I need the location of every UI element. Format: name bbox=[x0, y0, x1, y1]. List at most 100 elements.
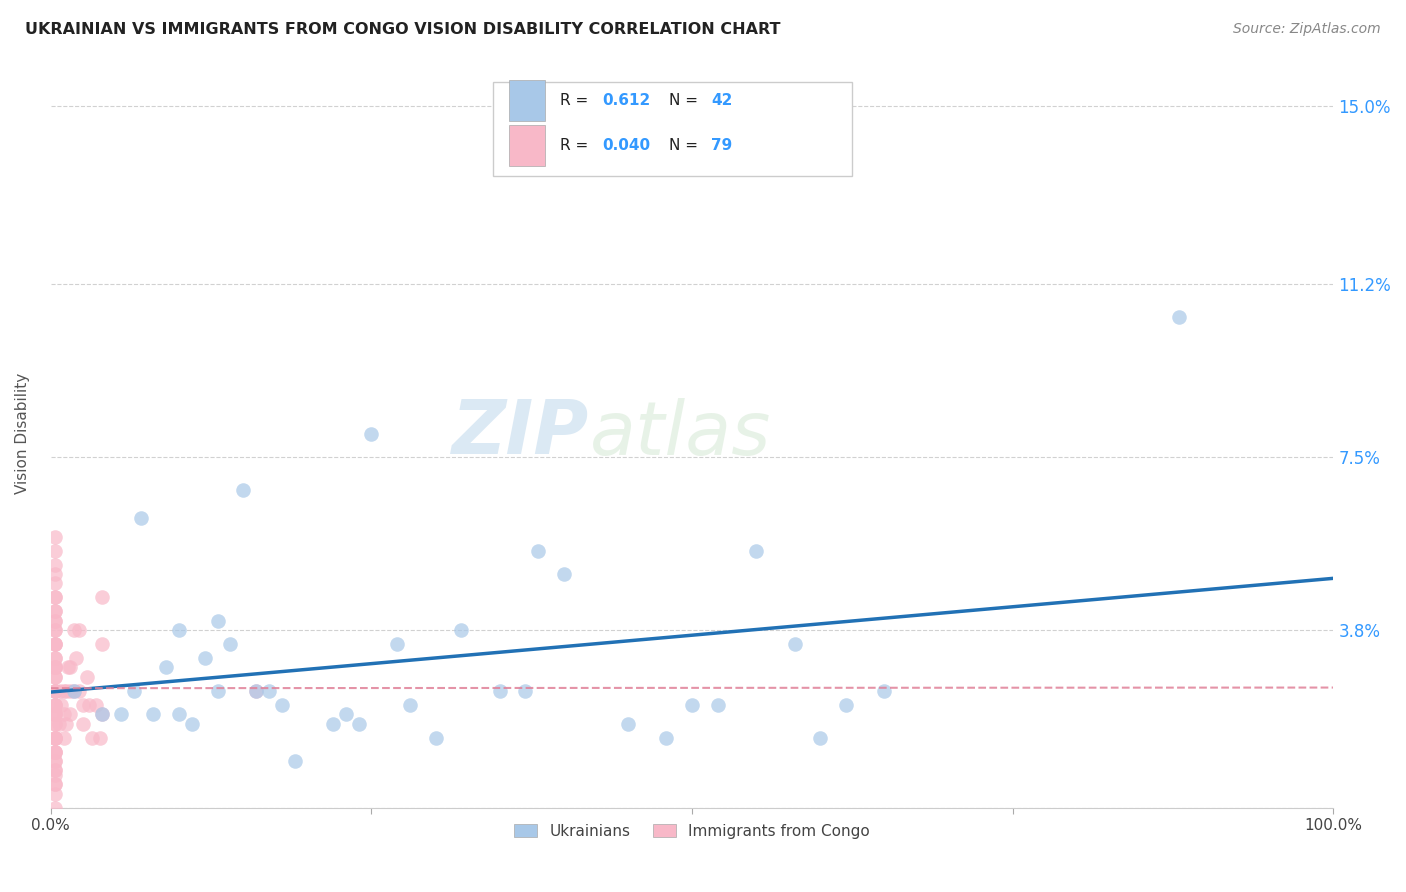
Point bbox=[44, 604, 66, 618]
Point bbox=[553, 566, 575, 581]
Point bbox=[44, 614, 66, 628]
Point bbox=[44, 764, 66, 778]
Point bbox=[52, 731, 75, 745]
Point bbox=[44, 707, 66, 722]
Point bbox=[44, 576, 66, 591]
Point bbox=[52, 683, 75, 698]
Point bbox=[180, 716, 202, 731]
Point bbox=[44, 716, 66, 731]
Point bbox=[655, 731, 678, 745]
Point bbox=[873, 683, 896, 698]
Point bbox=[44, 698, 66, 712]
Point bbox=[245, 683, 267, 698]
Point bbox=[207, 683, 229, 698]
Point bbox=[44, 801, 66, 815]
Point bbox=[44, 754, 66, 768]
Point bbox=[425, 731, 447, 745]
Text: ZIP: ZIP bbox=[453, 397, 589, 470]
Point bbox=[44, 754, 66, 768]
Point bbox=[110, 707, 132, 722]
Point bbox=[207, 614, 229, 628]
Point bbox=[681, 698, 703, 712]
Point bbox=[80, 731, 103, 745]
Point bbox=[44, 683, 66, 698]
Point bbox=[232, 483, 254, 497]
Point bbox=[44, 683, 66, 698]
Point bbox=[44, 637, 66, 651]
Point bbox=[56, 660, 79, 674]
Point bbox=[194, 651, 217, 665]
Point bbox=[55, 716, 77, 731]
Point bbox=[335, 707, 357, 722]
Point bbox=[63, 623, 86, 637]
Point bbox=[44, 707, 66, 722]
Text: R =: R = bbox=[560, 138, 593, 153]
Point bbox=[44, 591, 66, 605]
Point bbox=[44, 558, 66, 572]
Text: 79: 79 bbox=[711, 138, 733, 153]
Point bbox=[1168, 310, 1191, 324]
Point bbox=[44, 651, 66, 665]
Point bbox=[63, 683, 86, 698]
Point bbox=[79, 698, 101, 712]
Y-axis label: Vision Disability: Vision Disability bbox=[15, 373, 30, 494]
Point bbox=[44, 698, 66, 712]
FancyBboxPatch shape bbox=[509, 80, 544, 121]
Point bbox=[360, 426, 382, 441]
Point bbox=[67, 683, 90, 698]
Point bbox=[515, 683, 537, 698]
Point bbox=[44, 764, 66, 778]
Point bbox=[44, 777, 66, 791]
Point bbox=[48, 716, 70, 731]
Legend: Ukrainians, Immigrants from Congo: Ukrainians, Immigrants from Congo bbox=[508, 818, 876, 845]
Point bbox=[44, 731, 66, 745]
Point bbox=[322, 716, 344, 731]
Point bbox=[44, 604, 66, 618]
Point bbox=[167, 623, 190, 637]
Point bbox=[84, 698, 107, 712]
Point bbox=[44, 707, 66, 722]
Point bbox=[142, 707, 165, 722]
Point bbox=[783, 637, 806, 651]
Point bbox=[44, 683, 66, 698]
Point bbox=[44, 660, 66, 674]
Point bbox=[72, 698, 94, 712]
Point bbox=[245, 683, 267, 698]
Point bbox=[617, 716, 640, 731]
Point bbox=[44, 731, 66, 745]
Text: Source: ZipAtlas.com: Source: ZipAtlas.com bbox=[1233, 22, 1381, 37]
Point bbox=[257, 683, 280, 698]
Point bbox=[44, 660, 66, 674]
Point bbox=[55, 683, 77, 698]
Point bbox=[44, 660, 66, 674]
Point bbox=[44, 670, 66, 684]
Point bbox=[89, 731, 111, 745]
Point bbox=[44, 543, 66, 558]
Point bbox=[385, 637, 408, 651]
Point bbox=[44, 670, 66, 684]
Text: atlas: atlas bbox=[589, 398, 770, 470]
Point bbox=[122, 683, 145, 698]
Point bbox=[399, 698, 422, 712]
Point bbox=[44, 731, 66, 745]
Point bbox=[44, 745, 66, 759]
Point bbox=[44, 777, 66, 791]
Text: 0.040: 0.040 bbox=[602, 138, 651, 153]
Point bbox=[44, 745, 66, 759]
Point bbox=[219, 637, 242, 651]
Point bbox=[283, 754, 305, 768]
Point bbox=[44, 768, 66, 782]
Point bbox=[44, 787, 66, 801]
FancyBboxPatch shape bbox=[509, 125, 544, 166]
Point bbox=[44, 623, 66, 637]
Text: 42: 42 bbox=[711, 94, 733, 108]
Point bbox=[745, 543, 768, 558]
Text: UKRAINIAN VS IMMIGRANTS FROM CONGO VISION DISABILITY CORRELATION CHART: UKRAINIAN VS IMMIGRANTS FROM CONGO VISIO… bbox=[25, 22, 780, 37]
Point bbox=[52, 707, 75, 722]
Point bbox=[44, 731, 66, 745]
Point bbox=[167, 707, 190, 722]
Point bbox=[450, 623, 472, 637]
Point bbox=[63, 683, 86, 698]
Point bbox=[808, 731, 831, 745]
Point bbox=[44, 651, 66, 665]
